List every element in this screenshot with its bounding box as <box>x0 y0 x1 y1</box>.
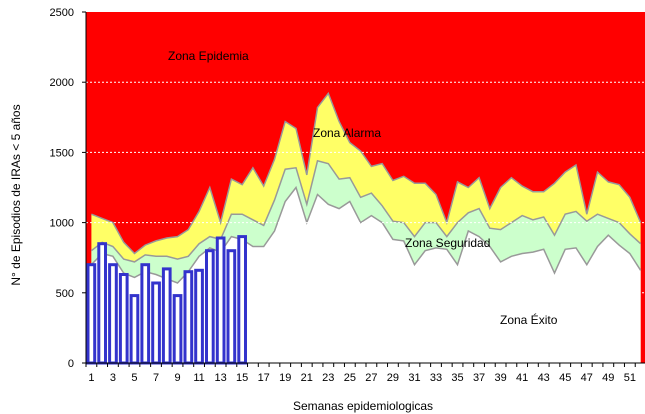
y-tick-label: 1500 <box>50 147 74 159</box>
bar-week-8 <box>161 267 172 365</box>
x-tick-label: 39 <box>494 372 506 384</box>
bar-week-1 <box>86 263 97 365</box>
bar-week-10 <box>183 270 194 365</box>
zona-seguridad-label: Zona Seguridad <box>405 236 490 250</box>
bar-week-6 <box>140 263 151 365</box>
zona-alarma-label: Zona Alarma <box>313 126 381 140</box>
alarma-upper-line <box>91 91 642 255</box>
zona-epidemia-label: Zona Epidemia <box>168 49 249 63</box>
bar-week-14 <box>226 249 237 365</box>
x-tick-label: 3 <box>110 372 116 384</box>
x-axis-title: Semanas epidemiologicas <box>293 399 433 413</box>
bar-week-5 <box>129 294 140 365</box>
y-tick-label: 500 <box>56 288 74 300</box>
y-axis-ticks: 0 500 1000 1500 2000 2500 <box>50 7 86 370</box>
seguridad-upper-line <box>90 159 642 263</box>
y-axis-title: N° de Episodios de IRAs < 5 años <box>9 104 23 285</box>
x-tick-label: 31 <box>408 372 420 384</box>
x-tick-label: 29 <box>387 372 399 384</box>
x-tick-label: 45 <box>559 372 571 384</box>
bar-week-12 <box>205 249 215 365</box>
bar-week-2 <box>97 242 108 365</box>
x-tick-label: 9 <box>174 372 180 384</box>
exito-upper-line <box>90 185 642 284</box>
bars <box>86 235 248 365</box>
x-tick-label: 1 <box>88 372 94 384</box>
x-tick-label: 33 <box>430 372 442 384</box>
x-tick-label: 37 <box>473 372 485 384</box>
y-tick-label: 2500 <box>50 7 74 19</box>
bar-week-15 <box>237 235 248 365</box>
zona-exito-label: Zona Éxito <box>500 312 558 327</box>
x-tick-label: 21 <box>301 372 313 384</box>
bar-week-13 <box>215 236 226 365</box>
bar-week-4 <box>118 273 129 365</box>
x-tick-label: 41 <box>516 372 528 384</box>
x-tick-label: 11 <box>193 372 204 384</box>
gridlines <box>86 81 645 294</box>
bar-week-9 <box>172 294 183 365</box>
y-tick-label: 0 <box>68 358 74 370</box>
x-tick-label: 49 <box>602 372 614 384</box>
x-tick-label: 15 <box>236 372 248 384</box>
x-tick-label: 5 <box>131 372 137 384</box>
x-tick-label: 51 <box>624 372 636 384</box>
x-axis-ticks: 1 3 5 7 9 11 13 15 17 19 21 23 25 27 29 31 33 35 37 39 41 43 4… <box>85 363 636 384</box>
x-tick-label: 13 <box>214 372 226 384</box>
x-tick-label: 25 <box>344 372 356 384</box>
y-tick-label: 1000 <box>50 218 74 230</box>
bar-week-11 <box>194 268 204 365</box>
x-tick-label: 27 <box>365 372 377 384</box>
x-tick-label: 17 <box>258 372 270 384</box>
x-tick-label: 47 <box>581 372 593 384</box>
x-tick-label: 23 <box>322 372 334 384</box>
x-tick-label: 43 <box>538 372 550 384</box>
x-tick-label: 7 <box>153 372 159 384</box>
x-tick-label: 19 <box>279 372 291 384</box>
y-tick-label: 2000 <box>50 77 74 89</box>
bar-week-3 <box>108 263 118 365</box>
bar-week-7 <box>151 281 161 365</box>
x-tick-label: 35 <box>451 372 463 384</box>
